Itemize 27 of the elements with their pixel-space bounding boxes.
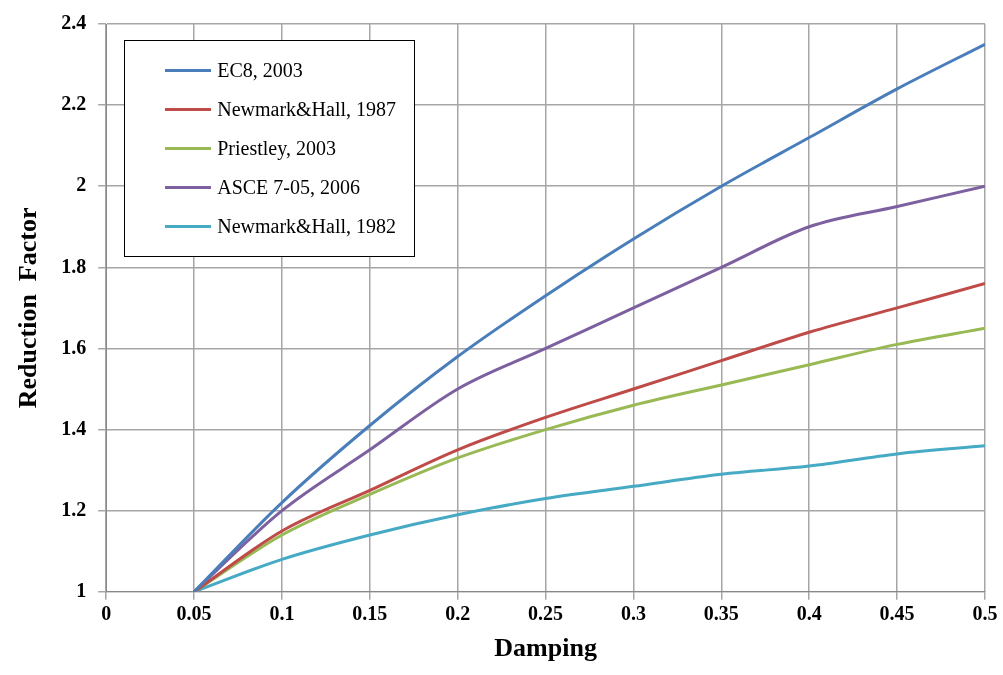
line-series	[192, 42, 985, 592]
legend-label: EC8, 2003	[217, 59, 303, 82]
x-tick-label: 0.35	[703, 601, 739, 624]
x-tick-label: 0.3	[620, 601, 646, 624]
x-tick-label: 0.2	[445, 601, 471, 624]
y-tick-label: 1	[76, 578, 87, 601]
y-tick-label: 2.4	[61, 11, 87, 34]
y-tick-label: 1.6	[61, 335, 87, 358]
y-tick-label: 1.2	[61, 497, 87, 520]
y-axis-title: Reduction Factor	[13, 207, 43, 409]
legend-label: Newmark&Hall, 1987	[217, 98, 397, 121]
y-tick-label: 2.2	[61, 92, 87, 115]
y-tick-label: 1.8	[61, 254, 87, 277]
x-tick-label: 0.5	[972, 601, 998, 624]
x-tick-label: 0.1	[269, 601, 295, 624]
x-tick-label: 0.45	[879, 601, 915, 624]
x-tick-label: 0.25	[528, 601, 564, 624]
x-tick-label: 0.05	[176, 601, 212, 624]
x-axis-title: Damping	[494, 633, 597, 663]
legend-label: ASCE 7-05, 2006	[217, 176, 360, 199]
x-tick-label: 0.15	[352, 601, 388, 624]
y-tick-label: 1.4	[61, 416, 87, 439]
legend-label: Priestley, 2003	[217, 137, 336, 160]
y-tick-label: 2	[76, 173, 87, 196]
x-tick-label: 0.4	[796, 601, 822, 624]
legend-label: Newmark&Hall, 1982	[217, 215, 397, 238]
x-tick-label: 0	[101, 601, 112, 624]
